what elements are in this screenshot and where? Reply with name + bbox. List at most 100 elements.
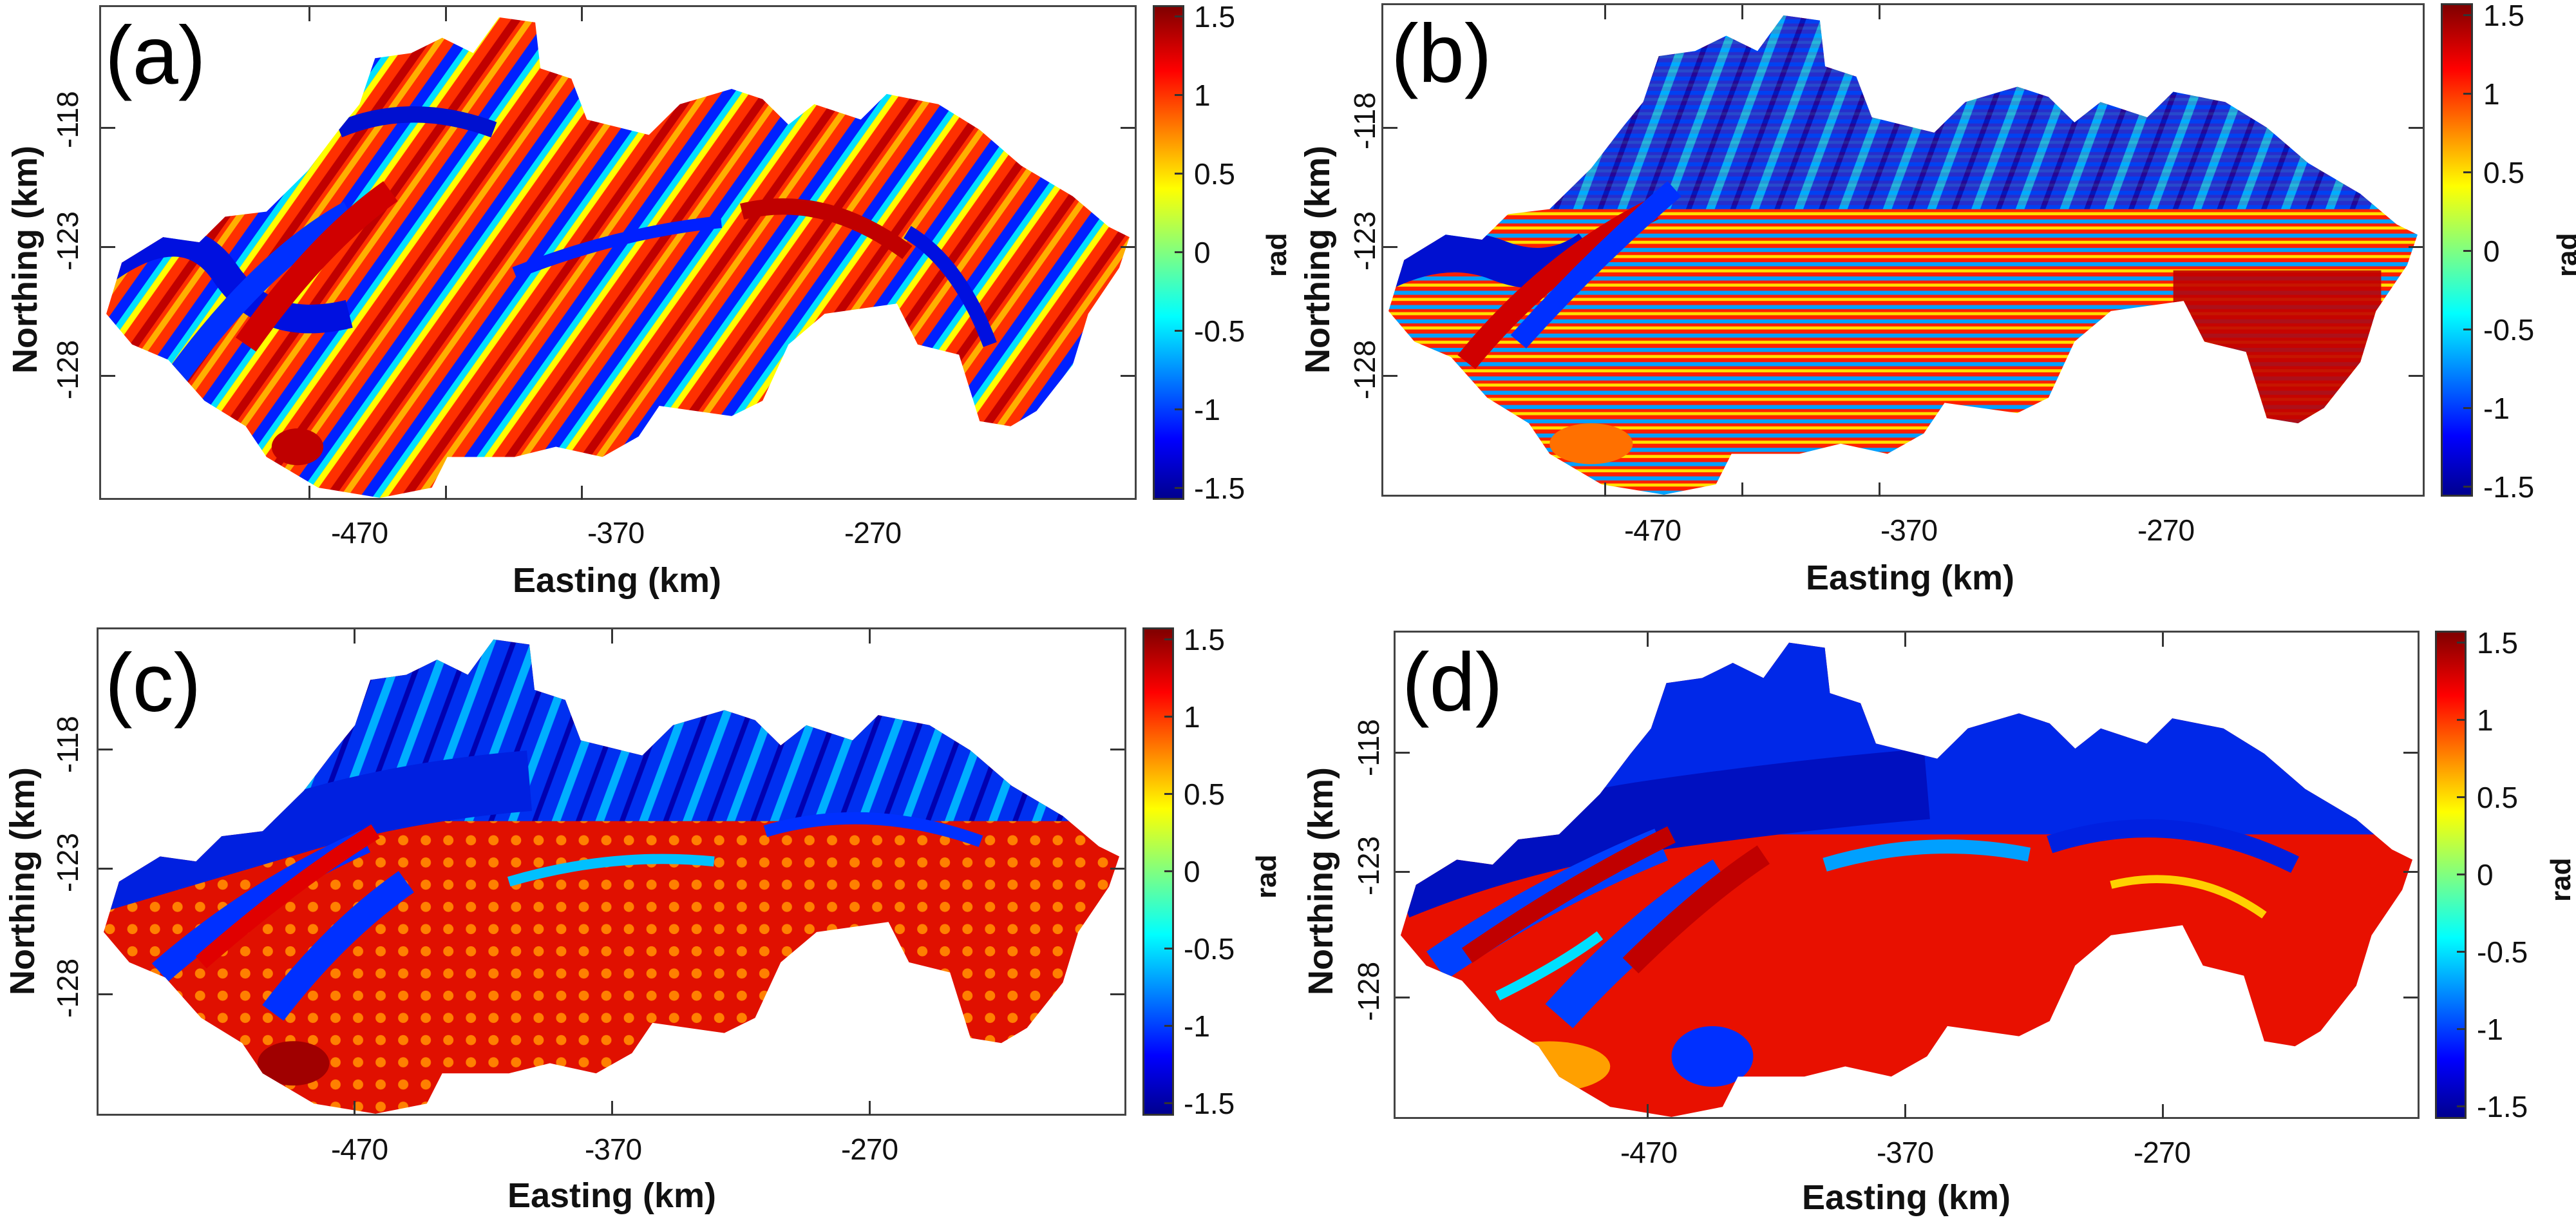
y-tick-label-b-3: -128 <box>1348 339 1381 399</box>
x-tick-a-1 <box>308 486 310 500</box>
y-tick-d-r3 <box>2403 997 2418 998</box>
x-tick-a-2 <box>445 486 447 500</box>
y-tick-label-c-1: -118 <box>51 716 84 773</box>
colorbar-label-b: -1 <box>2483 392 2510 425</box>
y-tick-label-a-1: -118 <box>51 91 84 148</box>
colorbar-tick-b <box>2463 329 2471 330</box>
x-tick-d-2 <box>1904 1104 1906 1118</box>
y-tick-b-r1 <box>2409 127 2423 129</box>
colorbar-tick-c <box>1164 638 1172 640</box>
colorbar-label-a: -1 <box>1194 393 1220 426</box>
colorbar-unit-b: rad <box>2552 233 2576 277</box>
panel-label-c: (c) <box>105 637 202 729</box>
x-tick-label-b-2: -370 <box>1880 513 1938 547</box>
x-tick-d-top-2 <box>1904 633 1906 647</box>
x-tick-b-top-1 <box>1604 5 1606 19</box>
x-tick-b-3 <box>1879 482 1880 497</box>
colorbar-label-b: -0.5 <box>2483 313 2535 347</box>
colorbar-tick-a <box>1175 173 1182 175</box>
phase-map-d <box>1400 642 2413 1117</box>
colorbar-tick-b <box>2463 486 2471 488</box>
y-tick-a-1 <box>101 127 115 129</box>
y-axis-label-d: Northing (km) <box>1302 767 1340 995</box>
colorbar-tick-a <box>1175 330 1182 332</box>
y-tick-label-c-3: -128 <box>51 958 84 1018</box>
x-tick-d-top-1 <box>1647 633 1649 647</box>
y-tick-a-2 <box>101 246 115 248</box>
y-tick-b-1 <box>1383 127 1397 129</box>
y-tick-a-r2 <box>1121 246 1135 248</box>
colorbar-label-b: 1 <box>2483 77 2500 111</box>
x-tick-label-d-1: -470 <box>1620 1136 1678 1169</box>
colorbar-tick-c <box>1164 1025 1172 1027</box>
y-tick-c-3 <box>99 993 113 995</box>
colorbar-label-c: 0 <box>1184 855 1200 888</box>
colorbar-label-d: 1 <box>2477 703 2494 737</box>
x-tick-d-top-3 <box>2162 633 2164 647</box>
panel-label-b: (b) <box>1391 8 1492 100</box>
colorbar-tick-a <box>1175 15 1182 17</box>
colorbar-tick-d <box>2457 874 2465 875</box>
colorbar-tick-a <box>1175 408 1182 410</box>
y-tick-label-c-2: -123 <box>51 832 84 892</box>
x-tick-a-top-3 <box>581 7 583 21</box>
colorbar-tick-b <box>2463 250 2471 252</box>
phase-map-c <box>103 639 1120 1114</box>
colorbar-label-c: -1 <box>1184 1009 1210 1043</box>
y-tick-label-d-1: -118 <box>1352 719 1385 776</box>
y-tick-label-b-1: -118 <box>1348 92 1381 149</box>
y-tick-b-r2 <box>2409 246 2423 248</box>
map-frame-b: (b) <box>1381 3 2425 497</box>
colorbar-tick-b <box>2463 407 2471 409</box>
y-tick-b-3 <box>1383 375 1397 377</box>
y-tick-label-a-3: -128 <box>51 339 84 399</box>
y-tick-label-d-3: -128 <box>1352 961 1385 1021</box>
x-tick-label-a-1: -470 <box>330 516 388 549</box>
map-frame-c: (c) <box>97 627 1126 1116</box>
colorbar-tick-d <box>2457 719 2465 721</box>
y-tick-d-r2 <box>2403 871 2418 873</box>
colorbar-tick-c <box>1164 870 1172 872</box>
y-tick-d-3 <box>1396 997 1410 998</box>
colorbar-label-d: 0.5 <box>2477 781 2518 814</box>
x-tick-c-top-3 <box>869 629 871 644</box>
colorbar-label-c: 0.5 <box>1184 778 1225 811</box>
x-tick-label-a-2: -370 <box>587 516 645 549</box>
colorbar-label-a: 1.5 <box>1194 0 1235 33</box>
colorbar-label-c: 1 <box>1184 700 1200 734</box>
x-tick-b-top-3 <box>1879 5 1880 19</box>
x-axis-label-d: Easting (km) <box>1801 1178 2011 1217</box>
x-tick-c-2 <box>611 1101 613 1115</box>
map-frame-a: (a) <box>99 5 1137 500</box>
colorbar-label-a: -0.5 <box>1194 314 1245 348</box>
colorbar-tick-c <box>1164 716 1172 718</box>
map-frame-d: (d) <box>1394 631 2420 1119</box>
y-tick-a-3 <box>101 375 115 377</box>
panel-label-a: (a) <box>105 10 206 102</box>
colorbar-label-b: 0.5 <box>2483 156 2524 189</box>
colorbar-tick-b <box>2463 93 2471 95</box>
y-tick-c-r1 <box>1110 749 1124 750</box>
y-tick-label-b-2: -123 <box>1348 211 1381 271</box>
colorbar-tick-d <box>2457 951 2465 953</box>
colorbar-label-b: 1.5 <box>2483 0 2524 32</box>
x-axis-label-b: Easting (km) <box>1805 558 2015 597</box>
colorbar-tick-c <box>1164 948 1172 950</box>
x-tick-label-c-2: -370 <box>584 1132 642 1166</box>
colorbar-label-d: 1.5 <box>2477 626 2518 660</box>
colorbar-unit-c: rad <box>1251 854 1282 899</box>
colorbar-tick-b <box>2463 14 2471 16</box>
colorbar-label-a: 0 <box>1194 236 1211 269</box>
x-tick-c-3 <box>869 1101 871 1115</box>
x-tick-label-c-1: -470 <box>330 1132 388 1166</box>
colorbar-label-d: -1.5 <box>2477 1090 2528 1123</box>
y-axis-label-a: Northing (km) <box>6 146 44 374</box>
y-axis-label-b: Northing (km) <box>1298 146 1337 374</box>
x-tick-a-3 <box>581 486 583 500</box>
y-tick-label-a-2: -123 <box>51 211 84 271</box>
x-tick-a-top-1 <box>308 7 310 21</box>
y-tick-c-2 <box>99 868 113 870</box>
colorbar-label-b: -1.5 <box>2483 470 2535 504</box>
colorbar-label-b: 0 <box>2483 234 2500 268</box>
colorbar-label-a: 0.5 <box>1194 157 1235 191</box>
